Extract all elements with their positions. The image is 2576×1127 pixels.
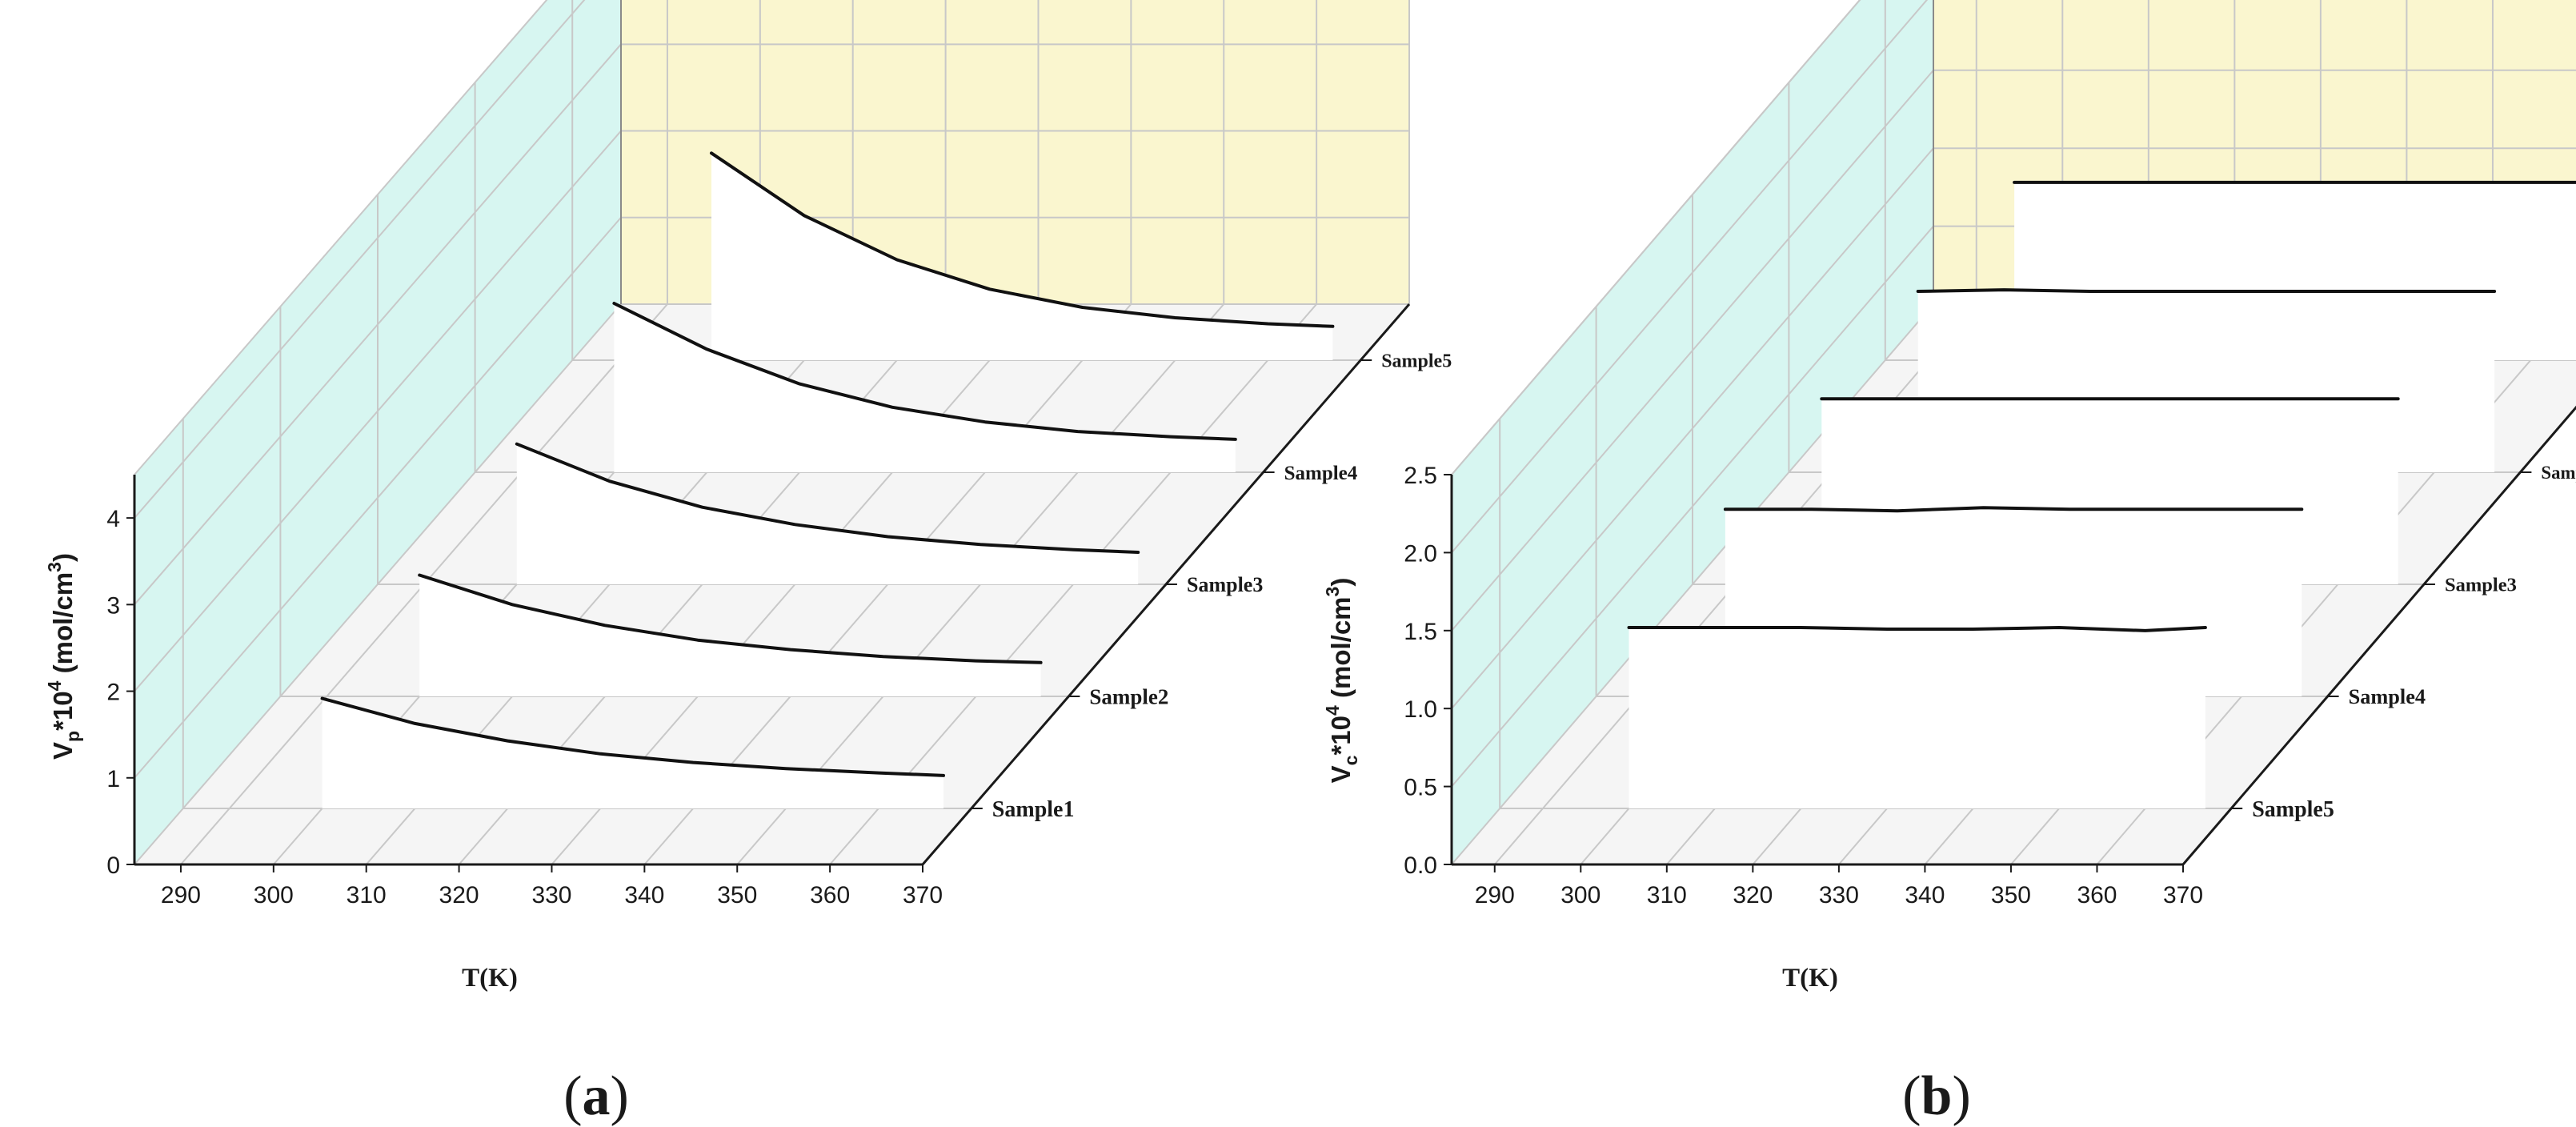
series-ribbon-sample3 [516,443,1139,584]
y-tick-label: 1.0 [1404,696,1437,723]
sample-label: Sample1 [992,797,1075,822]
x-tick-label: 340 [624,882,664,908]
x-tick-label: 290 [1475,882,1515,908]
y-title-main: V [1326,765,1356,783]
sample-label: Sample3 [2445,575,2517,596]
y-title-unit-superscript: 3 [1322,587,1343,597]
x-axis-title: T(K) [1782,964,1838,993]
sample-label: Sample5 [2252,797,2334,822]
y-tick-label: 0.5 [1404,775,1437,801]
y-tick-label: 2.0 [1404,540,1437,567]
y-tick-label: 0 [106,852,120,879]
sample-label: Sample5 [1381,351,1452,371]
x-tick-label: 300 [1560,882,1600,908]
series-ribbon-sample2 [419,575,1041,696]
x-tick-label: 290 [161,882,201,908]
series-line-sample2 [418,573,1043,664]
y-title-unit: (mol/cm [48,572,78,681]
y-title-superscript: 4 [44,680,65,691]
y-title-unit: (mol/cm [1326,596,1356,705]
y-title-mid: *10 [48,691,78,731]
y-title-close: ) [48,553,78,562]
series-ribbon-sample5 [1629,628,2205,808]
x-tick-label: 330 [531,882,571,908]
series-line-sample5 [1627,626,2207,632]
x-tick-label: 360 [810,882,850,908]
panel-a-label-open: ( [563,1065,582,1127]
y-title-subscript: c [1340,755,1361,765]
panel-a-label-letter: a [583,1065,611,1127]
y-title-unit-superscript: 3 [44,562,65,572]
y-title-mid: *10 [1326,716,1356,756]
series-line-sample4 [612,302,1237,441]
x-tick-label: 310 [347,882,387,908]
wall-top-edge [1451,0,1861,475]
y-tick-label: 2 [106,680,120,706]
chart-b: 290 300 310 320 330 340 350 360 370 0.0 0.5 1.0 1.5 2… [1322,0,2576,993]
x-tick-label: 330 [1819,882,1859,908]
y-tick-label: 4 [106,506,120,532]
x-tick-label: 350 [717,882,757,908]
y-axis-title: Vc*104 (mol/cm3) [1322,578,1361,784]
panel-b-label-letter: b [1921,1065,1953,1127]
x-tick-label: 320 [1733,882,1773,908]
sample-label: Sample2 [1089,684,1168,708]
series-line-sample4 [1723,506,2304,513]
y-title-superscript: 4 [1322,705,1343,716]
sample-label: Sample3 [1187,573,1263,596]
y-title-subscript: p [62,731,83,742]
y-axis-title: Vp*104 (mol/cm3) [44,553,83,760]
x-tick-label: 320 [439,882,479,908]
x-tick-label: 370 [903,882,943,908]
series-line-sample3 [515,442,1140,554]
series-line-sample1 [320,696,945,777]
panel-b-label-close: ) [1952,1065,1970,1127]
y-tick-label: 0.0 [1404,852,1437,879]
series-ribbon-sample4 [614,303,1236,472]
panel-a-label-close: ) [611,1065,629,1127]
x-tick-label: 340 [1905,882,1945,908]
series-line-sample5 [710,151,1335,328]
y-tick-label: 1 [106,766,120,792]
panel-a-label: (a) [563,1065,629,1127]
x-tick-label: 350 [1991,882,2031,908]
series-ribbon-sample5 [711,153,1333,361]
panel-b-label-open: ( [1902,1065,1921,1127]
y-title-main: V [48,742,78,760]
x-tick-label: 360 [2077,882,2117,908]
panel-b-label: (b) [1902,1065,1971,1127]
x-tick-label: 300 [254,882,294,908]
y-tick-label: 3 [106,592,120,619]
x-axis-title: T(K) [462,964,518,993]
x-tick-label: 370 [2163,882,2203,908]
y-tick-label: 1.5 [1404,619,1437,645]
y-tick-label: 2.5 [1404,463,1437,489]
series-ribbon-sample1 [322,698,944,808]
wall-top-edge [134,0,548,475]
series-line-sample2 [1916,288,2497,293]
y-title-close: ) [1326,578,1356,587]
sample-label: Sample2 [2541,463,2576,483]
chart-a: 290 300 310 320 330 340 350 360 370 0 1 2 3 4 Sample1 S… [44,0,1452,993]
sample-label: Sample4 [1284,463,1358,484]
sample-label: Sample4 [2349,685,2426,708]
x-tick-label: 310 [1647,882,1687,908]
